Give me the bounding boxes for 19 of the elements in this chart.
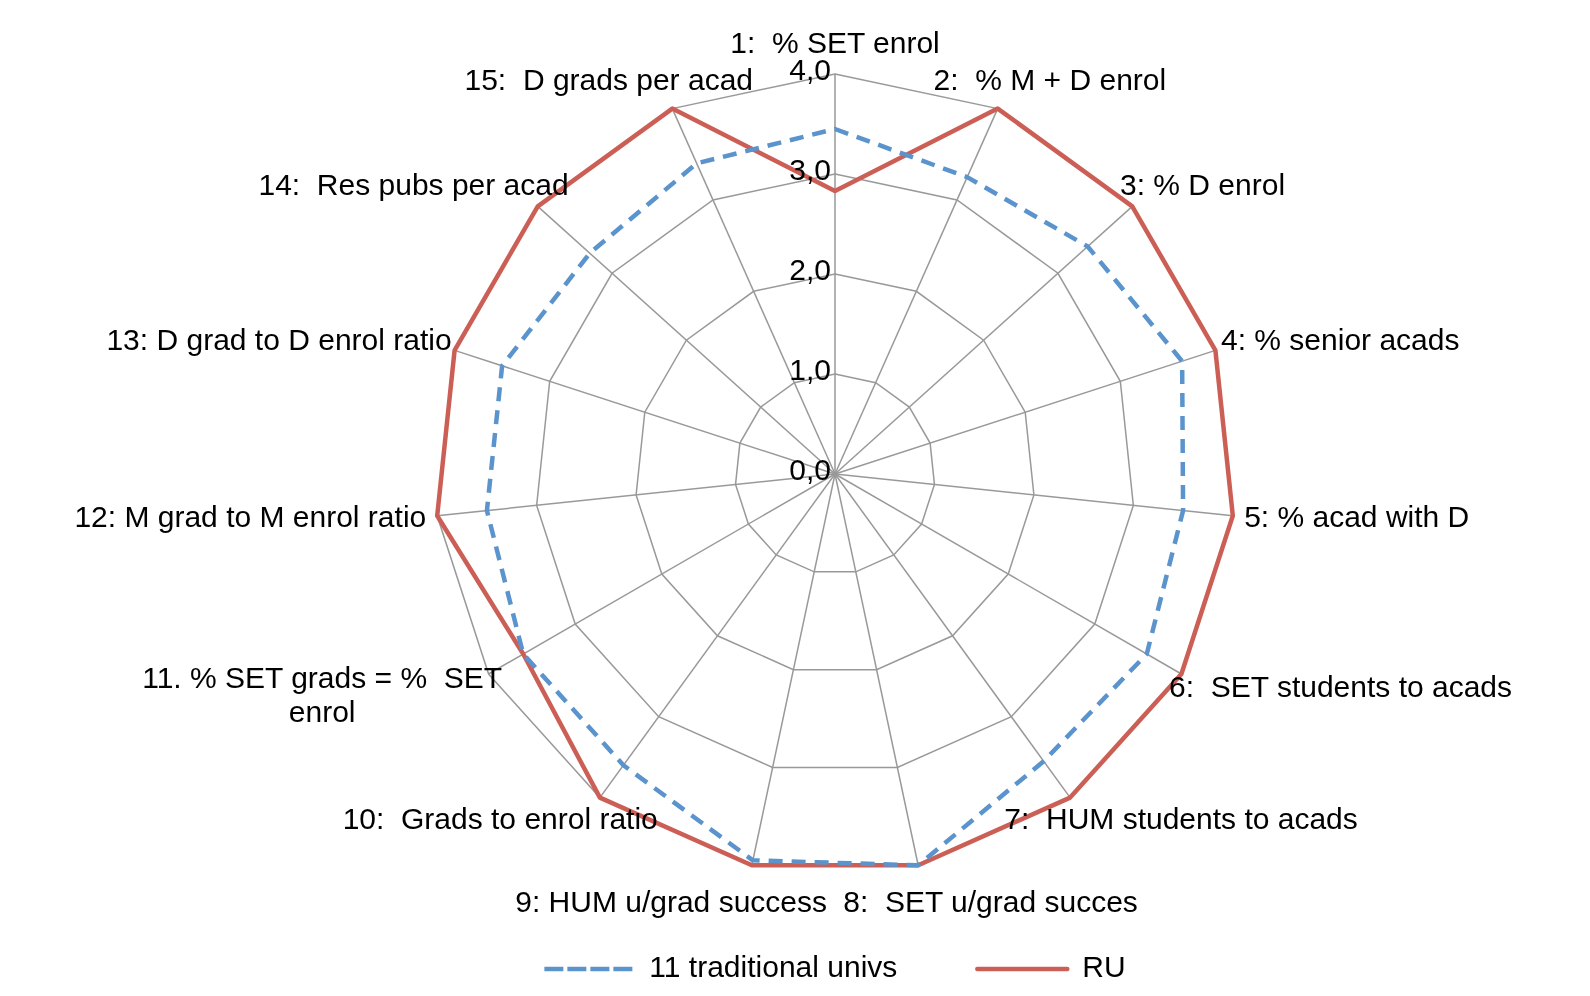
y-tick-label: 2,0 xyxy=(789,253,831,287)
legend-label: 11 traditional univs xyxy=(649,950,898,984)
y-tick-label: 1,0 xyxy=(789,353,831,387)
spoke-label: 10: Grads to enrol ratio xyxy=(342,802,658,836)
spoke-label: 8: SET u/grad succes xyxy=(843,884,1138,918)
spoke-label: 4: % senior acads xyxy=(1221,322,1460,356)
spoke-label: 3: % D enrol xyxy=(1119,168,1286,202)
spoke-label: 2: % M + D enrol xyxy=(933,63,1167,97)
spoke-label: 13: D grad to D enrol ratio xyxy=(106,322,452,356)
spoke-label: 15: D grads per acad xyxy=(464,63,754,97)
spoke-label: 12: M grad to M enrol ratio xyxy=(74,500,427,534)
y-tick-label: 3,0 xyxy=(789,153,831,187)
spoke-label: 11. % SET grads = % SET enrol xyxy=(142,661,503,729)
spoke-label: 6: SET students to acads xyxy=(1169,669,1513,703)
spoke-label: 14: Res pubs per acad xyxy=(258,168,569,202)
spoke-label: 5: % acad with D xyxy=(1244,500,1470,534)
legend-label: RU xyxy=(1082,950,1126,984)
spoke-label: 9: HUM u/grad success xyxy=(515,884,827,918)
y-tick-label: 0,0 xyxy=(789,453,831,487)
